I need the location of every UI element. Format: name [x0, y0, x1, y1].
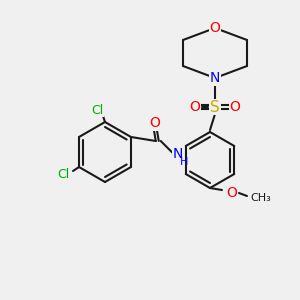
- Text: N: N: [172, 147, 183, 161]
- Text: N: N: [210, 71, 220, 85]
- Text: O: O: [230, 100, 240, 114]
- Text: O: O: [190, 100, 200, 114]
- Text: CH₃: CH₃: [250, 193, 271, 203]
- Text: O: O: [210, 21, 220, 35]
- Text: H: H: [180, 157, 188, 167]
- Text: S: S: [210, 100, 220, 115]
- Text: Cl: Cl: [91, 103, 103, 116]
- Text: Cl: Cl: [57, 169, 69, 182]
- Text: O: O: [226, 186, 237, 200]
- Text: O: O: [149, 116, 160, 130]
